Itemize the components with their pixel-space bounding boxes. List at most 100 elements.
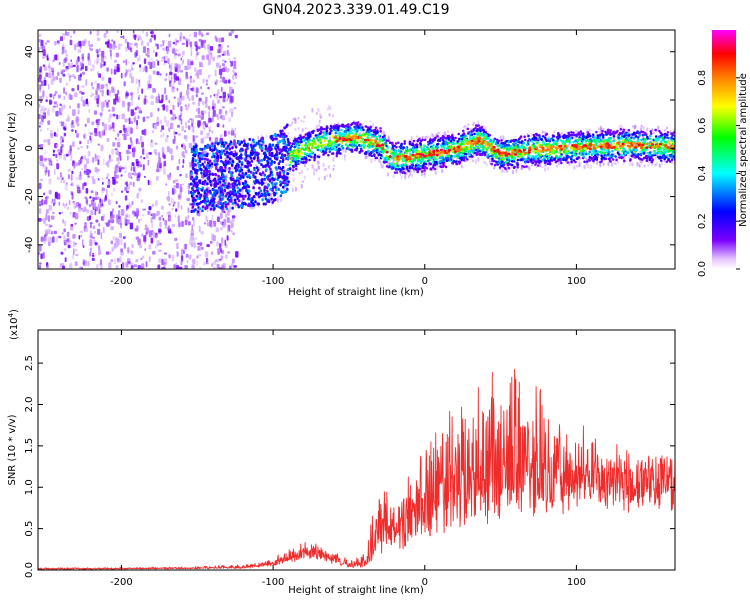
spectrogram-cell (113, 257, 116, 265)
spectrogram-cell (332, 157, 335, 162)
spectrogram-cell (302, 120, 305, 123)
spectrogram-cell (106, 160, 110, 168)
spectrogram-cell (75, 176, 78, 181)
spectrogram-cell (477, 120, 480, 125)
spectrogram-cell (134, 42, 138, 47)
spectrogram-cell (149, 38, 152, 43)
spectrogram-cell (103, 32, 107, 38)
spectrogram-cell (201, 205, 205, 209)
spectrogram-cell (198, 253, 202, 257)
spectrogram-cell (206, 262, 209, 265)
spectrogram-cell (636, 138, 640, 142)
spectrogram-cell (45, 139, 49, 143)
spectrogram-cell (76, 122, 80, 127)
spectrogram-cell (515, 168, 518, 174)
spectrogram-cell (172, 80, 175, 86)
spectrogram-cell (269, 135, 273, 139)
spectrogram-cell (212, 178, 215, 182)
spectrogram-cell (218, 44, 222, 47)
spectrogram-cell (98, 263, 102, 267)
spectrogram-cell (130, 92, 134, 96)
spectrogram-cell (646, 151, 650, 155)
spectrogram-cell (240, 161, 244, 165)
spectrogram-cell (147, 159, 150, 166)
spectrogram-cell (260, 193, 264, 197)
spectrogram-cell (47, 209, 49, 214)
spectrogram-cell (131, 265, 134, 269)
spectrogram-cell (645, 159, 649, 162)
spectrogram-cell (224, 60, 227, 63)
spectrogram-cell (100, 263, 103, 269)
spectrogram-cell (174, 38, 178, 45)
spectrogram-cell (185, 216, 188, 220)
spectrogram-cell (74, 213, 77, 217)
spectrogram-cell (462, 129, 465, 133)
spectrogram-cell (485, 162, 488, 167)
spectrogram-cell (132, 181, 135, 187)
spectrogram-cell (184, 65, 188, 71)
spectrogram-cell (138, 107, 141, 114)
spectrogram-cell (112, 43, 116, 50)
spectrogram-cell (216, 169, 220, 172)
spectrogram-cell (311, 164, 314, 169)
spectrogram-cell (39, 95, 43, 103)
spectrogram-cell (82, 183, 85, 190)
spectrogram-cell (82, 100, 86, 107)
spectrogram-cell (264, 179, 267, 185)
spectrogram-cell (73, 248, 75, 255)
spectrogram-cell (657, 125, 660, 131)
spectrogram-cell (127, 60, 130, 64)
spectrogram-cell (96, 196, 100, 200)
spectrogram-cell (169, 109, 173, 114)
spectrogram-cell (260, 173, 263, 177)
spectrogram-cell (168, 64, 171, 69)
spectrogram-cell (212, 152, 215, 156)
spectrogram-cell (51, 236, 55, 243)
spectrogram-cell (101, 130, 105, 137)
spectrogram-cell (286, 150, 289, 154)
spectrogram-cell (92, 178, 96, 185)
spectrogram-cell (176, 87, 179, 92)
spectrogram-cell (38, 244, 42, 252)
spectrogram-cell (58, 94, 61, 99)
spectrogram-cell (75, 116, 79, 122)
spectrogram-cell (124, 38, 128, 44)
spectrogram-cell (217, 142, 220, 146)
spectrogram-cell (77, 84, 79, 91)
spectrogram-cell (273, 192, 277, 196)
spectrogram-cell (209, 241, 213, 244)
spectrogram-cell (289, 124, 292, 127)
spectrogram-cell (196, 197, 200, 201)
spectrogram-cell (201, 186, 205, 190)
spectrogram-cell (627, 129, 630, 132)
spectrogram-cell (197, 245, 201, 251)
spectrogram-cell (176, 145, 179, 150)
spectrogram-cell (300, 119, 303, 122)
spectrogram-cell (187, 63, 192, 70)
spectrogram-cell (611, 154, 614, 158)
spectrogram-cell (205, 32, 210, 36)
spectrogram-cell (428, 162, 431, 165)
spectrogram-cell (424, 135, 427, 140)
spectrogram-cell (359, 131, 362, 135)
spectrogram-cell (435, 166, 438, 171)
spectrogram-cell (172, 180, 176, 184)
spectrogram-cell (432, 135, 435, 139)
spectrogram-cell (621, 156, 624, 159)
spectrogram-cell (93, 110, 97, 115)
spectrogram-cell (171, 223, 175, 228)
spectrogram-cell (129, 136, 132, 141)
spectrogram-cell (131, 162, 135, 167)
spectrogram-cell (62, 179, 66, 184)
spectrogram-cell (218, 186, 221, 190)
spectrogram-cell (108, 262, 112, 269)
spectrogram-cell (149, 180, 152, 186)
spectrogram-cell (175, 262, 178, 267)
spectrogram-cell (270, 181, 274, 185)
spectrogram-cell (66, 231, 70, 237)
spectrogram-cell (595, 130, 598, 134)
spectrogram-cell (208, 74, 210, 80)
spectrogram-cell (40, 39, 44, 47)
spectrogram-cell (153, 34, 156, 40)
spectrogram-cell (284, 190, 288, 193)
